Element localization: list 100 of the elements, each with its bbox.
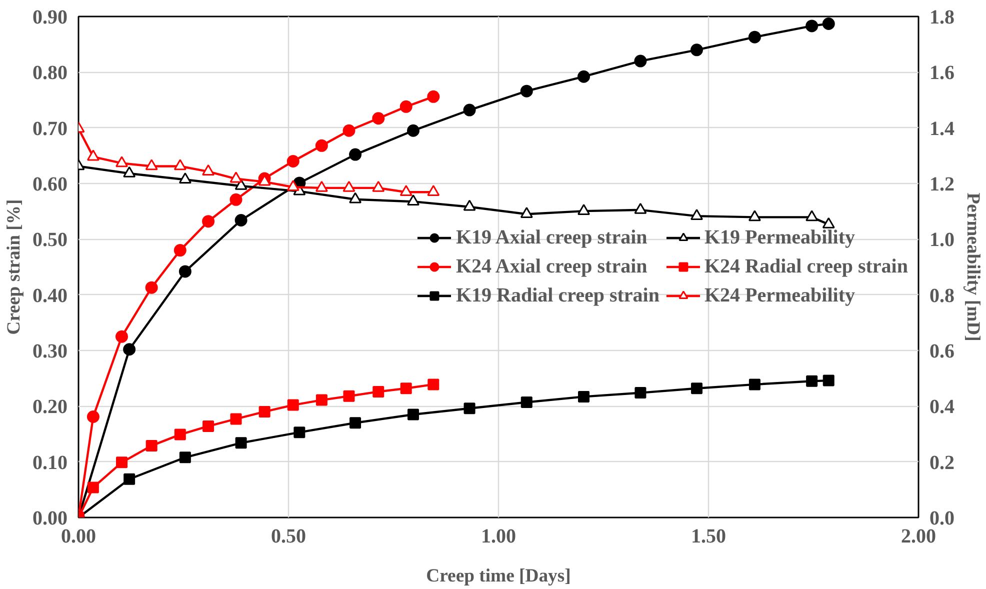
point [349,192,362,204]
y2-axis-title: Permeability [mD] [962,192,984,342]
x-tick-label: 1.50 [691,526,726,548]
y-tick-label: 0.20 [32,396,68,418]
y2-tick-label: 1.0 [930,229,954,252]
point [748,378,760,390]
legend-label: K19 Permeability [704,226,856,249]
point [116,156,128,168]
y2-tick-label: 1.2 [930,174,954,196]
y-tick-label: 0.80 [32,62,68,84]
point [202,420,214,432]
point [634,54,647,68]
point [202,164,215,176]
legend-label: K19 Radial creep strain [456,284,660,307]
point [463,104,476,116]
point [123,343,136,356]
legend-label: K19 Axial creep strain [456,226,648,249]
point [116,330,128,343]
point [349,148,362,161]
point [230,413,242,425]
point [578,204,590,215]
point [230,172,242,183]
point [286,180,300,192]
point [464,402,476,414]
point [174,244,186,257]
point [463,200,476,211]
point [146,440,158,452]
y-tick-label: 0.30 [32,340,68,362]
point [400,185,412,196]
point [406,194,420,206]
point [258,406,270,418]
point [748,210,761,222]
point [690,382,702,394]
point [520,396,532,408]
point [234,214,248,226]
point [406,124,420,137]
point [178,172,192,184]
legend-label: K24 Axial creep strain [456,255,648,278]
x-axis-title: Creep time [Days] [426,566,571,586]
y-tick-label: 0.60 [32,174,68,196]
point [123,166,136,178]
point [407,408,419,420]
point [578,390,590,402]
point [86,410,100,423]
y-tick-label: 0.50 [32,229,68,252]
point [178,265,192,278]
point [202,215,215,228]
point [287,399,299,411]
y2-tick-label: 0.6 [930,340,954,362]
y-tick-label: 0.10 [32,452,68,474]
point [342,180,356,192]
y-tick-label: 0.90 [32,6,68,28]
point [342,124,356,137]
point [145,159,158,170]
point [806,20,818,32]
point [400,382,412,394]
point [174,428,186,440]
x-tick-label: 0.50 [271,526,306,548]
point [86,150,100,161]
point [343,390,355,402]
point [634,202,647,214]
point [174,159,186,170]
point [822,217,835,228]
point [822,374,834,386]
point [234,178,248,190]
point [400,100,412,113]
point [235,437,247,449]
point [372,180,385,192]
y-axis-title: Creep strain [%] [4,199,24,335]
point [520,207,533,218]
point [372,386,384,398]
point [578,70,590,83]
y-tick-label: 0.70 [32,118,68,140]
point [822,18,835,30]
point [748,30,761,44]
y-tick-label: 0.40 [32,284,68,307]
point [179,452,191,464]
point [372,112,385,125]
y2-tick-label: 0.4 [930,396,954,418]
point [427,90,440,103]
y2-tick-label: 1.6 [930,62,954,84]
point [806,375,818,387]
point [806,210,818,222]
point [316,394,328,406]
point [87,482,99,494]
point [350,417,362,429]
point [294,426,306,438]
point [427,185,440,196]
point [520,84,533,98]
point [124,473,136,485]
y2-tick-label: 1.4 [930,118,954,140]
point [315,139,328,152]
x-tick-label: 1.00 [481,526,516,548]
legend-label: K24 Radial creep strain [704,255,908,278]
y2-tick-label: 0.8 [930,284,954,307]
y2-tick-label: 0.2 [930,452,954,474]
point [116,456,128,468]
point [315,180,328,192]
point [634,387,646,399]
point [690,208,703,220]
